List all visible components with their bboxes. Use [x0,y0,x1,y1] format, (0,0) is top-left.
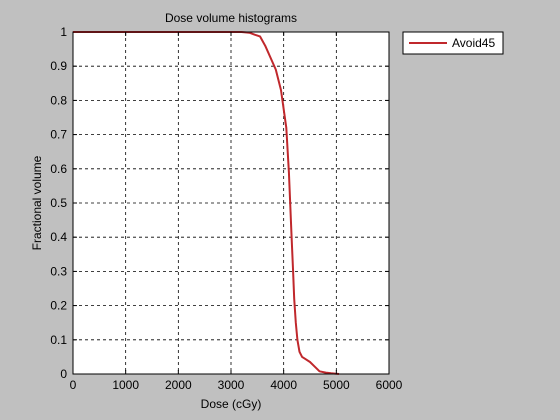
y-axis-label: Fractional volume [30,155,44,250]
chart-title: Dose volume histograms [165,11,297,25]
legend-label-avoid45: Avoid45 [452,36,495,50]
x-tick-label: 6000 [376,378,403,392]
y-tick-label: 1 [60,25,67,39]
legend-box [402,31,504,55]
series-line-avoid45 [73,31,340,375]
x-tick-label: 2000 [165,378,192,392]
y-tick-label: 0.9 [50,59,67,73]
y-tick-label: 0.3 [50,264,67,278]
x-tick-label: 3000 [218,378,245,392]
x-tick-label: 0 [70,378,77,392]
y-tick-label: 0 [60,367,67,381]
series-layer [73,31,340,375]
y-tick-label: 0.2 [50,299,67,313]
grid-lines [73,32,389,374]
y-tick-label: 0.5 [50,196,67,210]
y-tick-label: 0.6 [50,162,67,176]
legend: Avoid45 [402,31,504,55]
y-tick-label: 0.8 [50,93,67,107]
axis-ticks: 0 1000 2000 3000 4000 5000 6000 0 0.1 0.2 0.3 0.4 0.… [50,25,402,392]
y-tick-label: 0.7 [50,128,67,142]
x-axis-label: Dose (cGy) [201,397,262,411]
x-tick-label: 1000 [112,378,139,392]
y-tick-label: 0.4 [50,230,67,244]
x-tick-label: 4000 [270,378,297,392]
y-tick-label: 0.1 [50,333,67,347]
x-tick-label: 5000 [323,378,350,392]
